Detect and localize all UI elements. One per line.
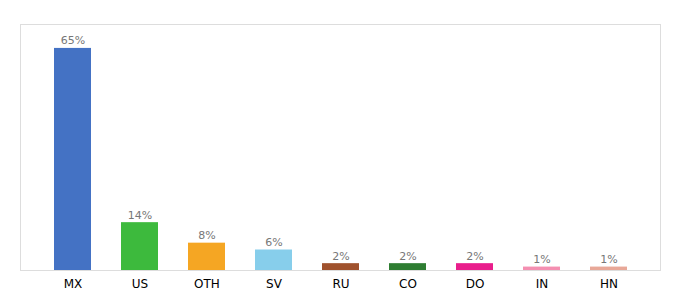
svg-text:2%: 2% [332, 250, 349, 263]
svg-text:US: US [132, 277, 148, 291]
svg-text:DO: DO [466, 277, 485, 291]
svg-text:8%: 8% [198, 229, 215, 242]
svg-text:2%: 2% [466, 250, 483, 263]
svg-text:HN: HN [600, 277, 618, 291]
svg-text:MX: MX [64, 277, 83, 291]
svg-text:65%: 65% [61, 34, 85, 47]
svg-text:SV: SV [266, 277, 283, 291]
svg-text:OTH: OTH [194, 277, 220, 291]
svg-text:2%: 2% [399, 250, 416, 263]
svg-text:CO: CO [399, 277, 417, 291]
svg-text:RU: RU [332, 277, 349, 291]
svg-text:14%: 14% [128, 209, 152, 222]
svg-text:6%: 6% [265, 236, 282, 249]
svg-text:1%: 1% [600, 253, 617, 266]
svg-text:IN: IN [536, 277, 549, 291]
svg-text:1%: 1% [533, 253, 550, 266]
